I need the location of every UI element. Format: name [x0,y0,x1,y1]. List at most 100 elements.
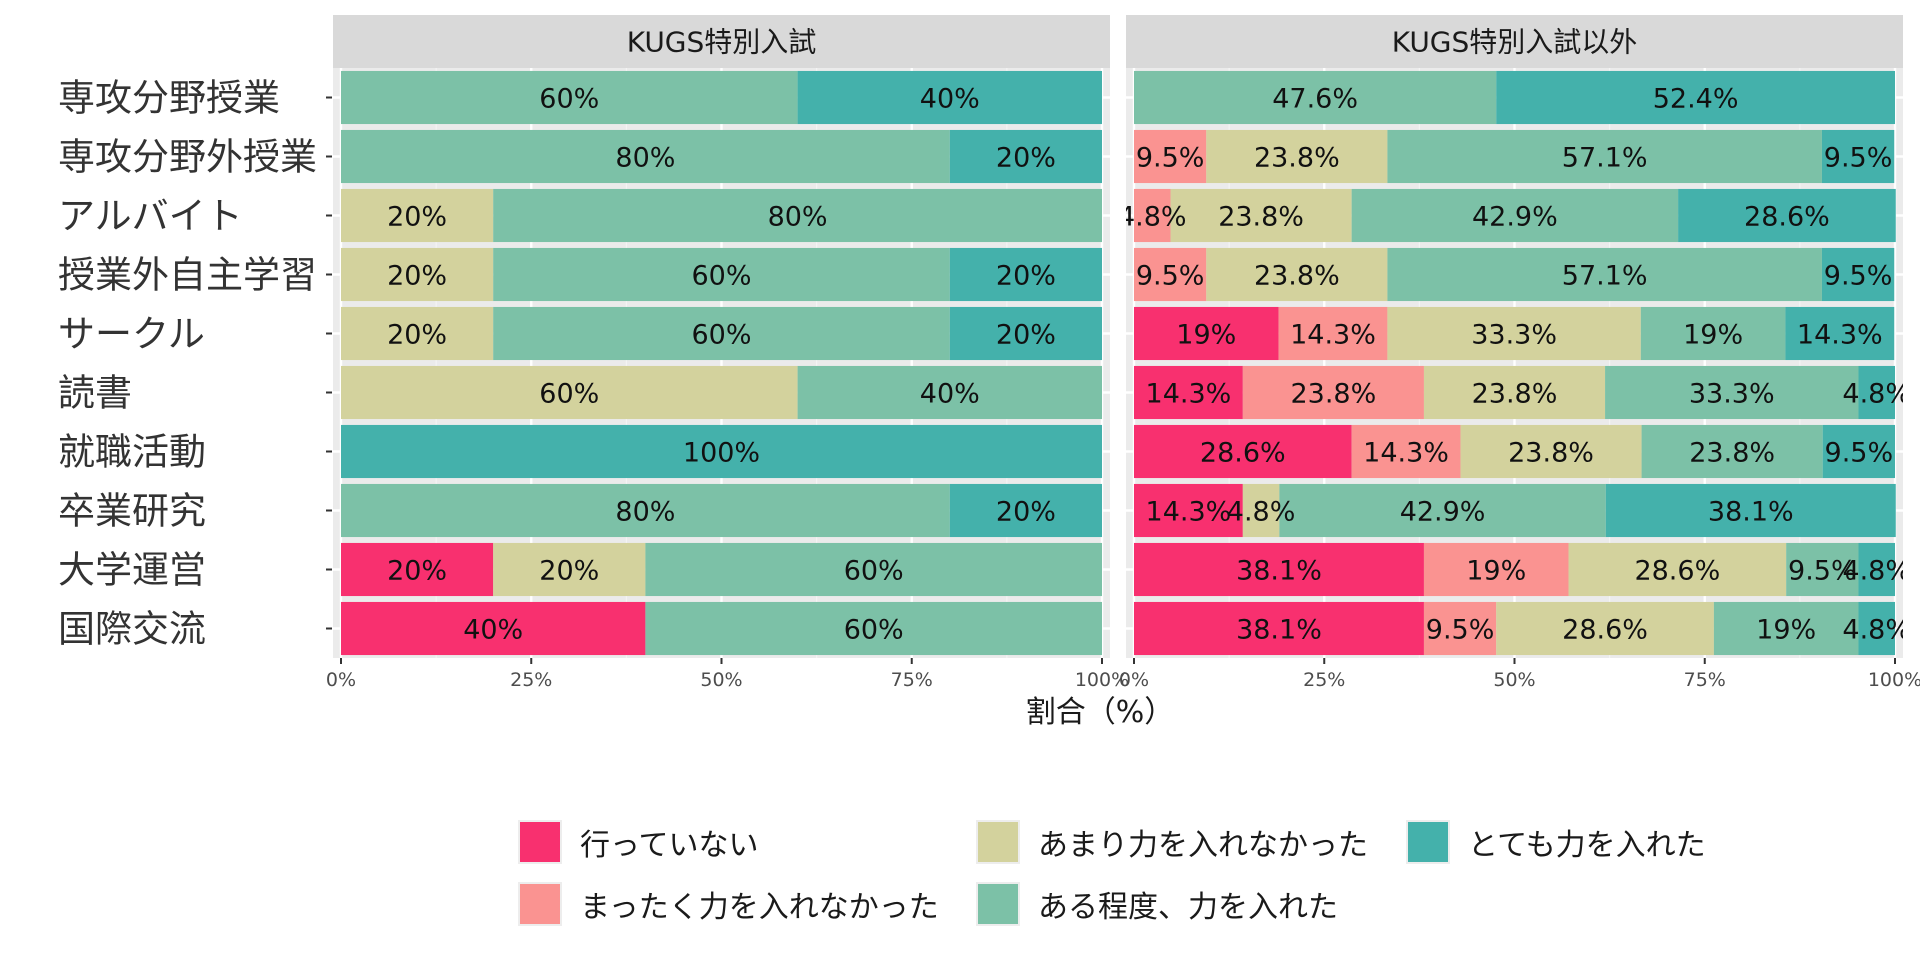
bar-segment [1858,365,1895,420]
data-label: 23.8% [1689,438,1775,469]
data-label: 20% [387,261,447,292]
bar-segment [1278,306,1388,361]
data-label: 23.8% [1254,143,1340,174]
bar-segment [797,70,1102,125]
data-label: 52.4% [1653,84,1739,115]
data-label: 60% [691,320,751,351]
bar-segment [1496,70,1895,125]
bar-segment [949,129,1102,184]
bar-segment [1785,306,1895,361]
bar-segment [1568,542,1787,597]
data-label: 33.3% [1689,379,1775,410]
data-label: 14.3% [1797,320,1883,351]
y-tick-label: 就職活動 [58,431,206,474]
x-tick-label: 0% [326,669,356,691]
data-label: 20% [996,320,1056,351]
bar-segment [1858,601,1895,656]
data-label: 4.8% [1842,556,1911,587]
bar-segment [341,601,646,656]
bar-segment [1423,365,1606,420]
data-label: 9.5% [1824,261,1893,292]
bar-segment [1423,601,1497,656]
x-tick-label: 75% [891,669,933,691]
bar-segment [341,542,494,597]
bar-segment [1387,306,1641,361]
data-labels: 47.6% 52.4%9.5% 23.8% 57.1% 9.5%4.8% 23.8% 42.… [1118,84,1911,646]
x-tick-label: 100% [1075,669,1129,691]
bar-segment [341,306,494,361]
bar-segment [1640,306,1786,361]
panel-title: KUGS特別入試 [627,26,817,59]
bar-segment [493,306,950,361]
data-label: 40% [920,84,980,115]
bar-segment [1821,129,1895,184]
data-label: 4.8% [1227,497,1296,528]
y-tick-label: 専攻分野外授業 [58,136,317,179]
bar-segment [1134,365,1243,420]
data-label: 23.8% [1218,202,1304,233]
bar-segment [797,365,1102,420]
x-tick-label: 25% [510,669,552,691]
data-labels: 60% 40% 80% 20% 20% 80% 20% 60% 20% 20% 60% 20% 60% 4… [387,84,1056,646]
x-tick-label: 25% [1303,669,1345,691]
data-label: 20% [539,556,599,587]
x-tick-label: 100% [1868,669,1920,691]
bar-segment [341,70,798,125]
y-tick-label: アルバイト [58,195,243,238]
bar-segment [341,483,950,538]
data-label: 60% [539,379,599,410]
y-tick-label: 専攻分野授業 [58,77,280,120]
bar-segment [1206,247,1388,302]
data-label: 23.8% [1254,261,1340,292]
legend-label: 行っていない [580,828,759,863]
bar-segment [1279,483,1606,538]
bar-segment [1134,483,1243,538]
bar-segment [1134,70,1497,125]
bar-segment [1821,247,1895,302]
bar-segment [1134,424,1352,479]
data-label: 9.5% [1136,143,1205,174]
data-label: 4.8% [1118,202,1187,233]
data-label: 60% [844,556,904,587]
y-tick-label: 卒業研究 [58,490,206,533]
y-tick-label: サークル [58,313,205,356]
data-label: 9.5% [1136,261,1205,292]
bar-segment [341,129,950,184]
bar-segment [1134,542,1424,597]
data-label: 9.5% [1426,615,1495,646]
y-tick-label: 国際交流 [58,608,206,651]
data-label: 80% [615,497,675,528]
bar-segment [1387,129,1822,184]
legend-label: ある程度、力を入れた [1038,890,1338,925]
data-label: 38.1% [1708,497,1794,528]
data-label: 40% [463,615,523,646]
data-label: 60% [844,615,904,646]
bar-segment [1423,542,1569,597]
panel-strip [1126,15,1903,68]
data-label: 9.5% [1824,143,1893,174]
bar-segment [1242,365,1424,420]
legend-label: まったく力を入れなかった [580,890,939,925]
bar-segment [1351,424,1461,479]
bar-segment [1134,306,1279,361]
bar-segment [341,365,798,420]
data-label: 9.5% [1825,438,1894,469]
bar-segment [1170,188,1352,243]
bar-segment [645,601,1102,656]
data-label: 28.6% [1634,556,1720,587]
bar-segment [1134,188,1171,243]
bar-segment [949,247,1102,302]
data-label: 38.1% [1236,615,1322,646]
bar-segment [949,483,1102,538]
data-label: 40% [920,379,980,410]
data-label: 19% [1683,320,1743,351]
data-label: 20% [387,202,447,233]
legend-label: とても力を入れた [1468,828,1706,863]
data-label: 4.8% [1842,379,1911,410]
data-label: 9.5% [1788,556,1857,587]
y-tick-label: 読書 [58,372,132,415]
data-label: 47.6% [1272,84,1358,115]
legend-swatch [976,882,1020,926]
